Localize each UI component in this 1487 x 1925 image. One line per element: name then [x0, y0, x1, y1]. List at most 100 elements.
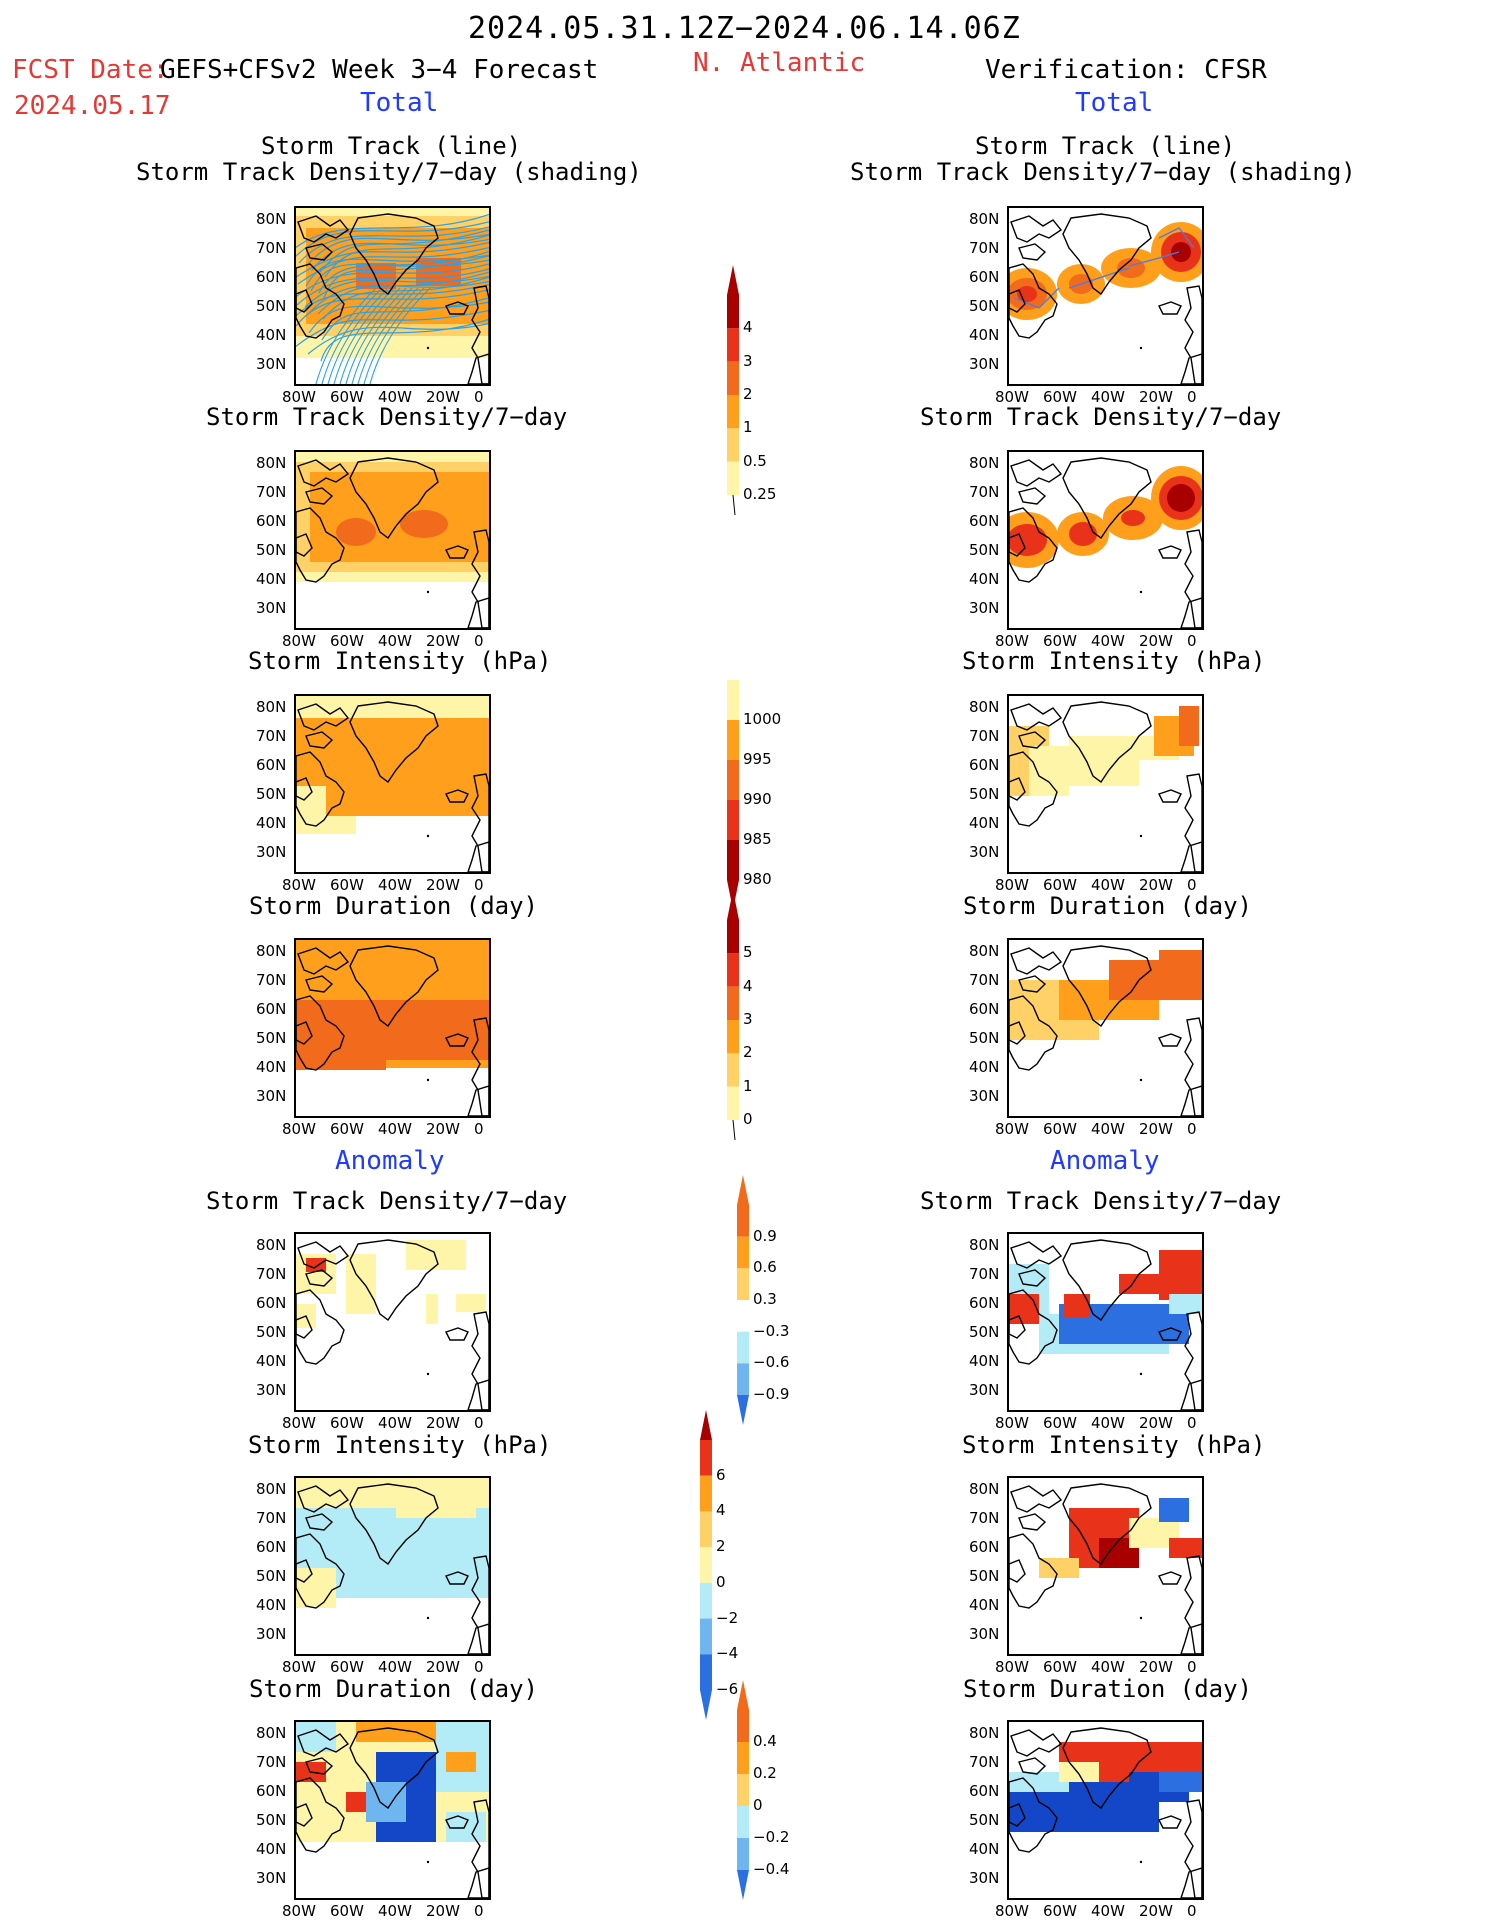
colorbar-label: 995 [743, 750, 772, 768]
coastline [445, 1571, 469, 1585]
coastline [471, 1311, 489, 1410]
lat-tick-label: 80N [969, 210, 1000, 228]
lat-tick-label: 50N [256, 1029, 287, 1047]
colorbar-label: 0.25 [743, 485, 777, 503]
coastline [1158, 1327, 1182, 1341]
storm-track-line [296, 268, 489, 306]
colorbar-top-triangle [727, 265, 739, 295]
lat-tick-label: 80N [256, 698, 287, 716]
coastline [349, 1239, 439, 1322]
colorbar-density-anom [737, 1175, 749, 1425]
lat-tick-label: 70N [256, 1265, 287, 1283]
coastline [1180, 353, 1202, 384]
coastline [296, 533, 313, 557]
colorbar-segment [700, 1475, 712, 1512]
lat-tick-label: 60N [256, 756, 287, 774]
coastline [296, 751, 345, 827]
panel-title-intensity-right: Storm Intensity (hPa) [962, 647, 1266, 675]
panel-title-intensity-anom-right: Storm Intensity (hPa) [962, 1431, 1266, 1459]
lon-tick-label: 60W [1043, 1658, 1077, 1676]
lat-tick-label: 50N [969, 785, 1000, 803]
shading-region [1159, 950, 1202, 980]
colorbar-label: 3 [743, 351, 753, 370]
lon-tick-label: 60W [330, 876, 364, 894]
panel-title-duration-anom-left: Storm Duration (day) [249, 1675, 538, 1703]
coastline [296, 1021, 313, 1045]
shading-region [296, 816, 356, 834]
storm-track-line [296, 241, 489, 278]
lon-tick-label: 20W [1139, 1414, 1173, 1432]
lon-tick-label: 60W [1043, 632, 1077, 650]
coastline [349, 945, 439, 1028]
coastline [467, 1623, 489, 1654]
lon-tick-label: 40W [1091, 1414, 1125, 1432]
panel-title-density-right: Storm Track Density/7−day [920, 403, 1282, 431]
colorbar-segment [727, 840, 739, 880]
lat-tick-label: 60N [256, 512, 287, 530]
lon-tick-label: 0 [474, 632, 484, 650]
shading-region [306, 1258, 326, 1272]
shading-region [1029, 746, 1069, 796]
colorbar-label: 985 [743, 830, 772, 848]
colorbar-label: 4 [743, 318, 753, 337]
colorbar-label: 0 [716, 1572, 726, 1591]
island-dot [1139, 834, 1143, 838]
coastline [1009, 1289, 1058, 1365]
storm-track-line [298, 226, 489, 264]
lon-tick-label: 40W [378, 1414, 412, 1432]
storm-track-line [323, 255, 489, 299]
shading-region [1159, 1772, 1202, 1792]
island-dot [426, 1860, 430, 1864]
coastline [296, 995, 345, 1071]
storm-track-line [315, 287, 377, 384]
region-label: N. Atlantic [693, 48, 866, 78]
colorbar-segment [727, 800, 739, 840]
lon-tick-label: 20W [1139, 388, 1173, 406]
colorbar-segment [737, 1331, 749, 1364]
coastline [467, 1867, 489, 1898]
colorbar-segment [737, 1774, 749, 1806]
coastline [349, 1483, 439, 1566]
coastline [297, 1241, 350, 1287]
colorbar-label: 2 [743, 385, 753, 403]
colorbar-label: 1000 [743, 710, 782, 728]
storm-track-line [1128, 251, 1180, 267]
lat-tick-label: 70N [969, 727, 1000, 745]
colorbar-top-triangle [727, 890, 739, 920]
colorbar-label: 4 [743, 976, 753, 995]
lon-tick-label: 60W [1043, 1120, 1077, 1138]
lat-tick-label: 60N [969, 268, 1000, 286]
coastline [1010, 1485, 1063, 1531]
fcst-date-value: 2024.05.17 [14, 91, 171, 121]
colorbar-segment [727, 395, 739, 429]
colorbar-segment [700, 1511, 712, 1548]
colorbar-label: 2 [716, 1537, 726, 1556]
lat-tick-label: 40N [969, 814, 1000, 832]
shading-region [296, 1568, 336, 1608]
fcst-product: GEFS+CFSv2 Week 3−4 Forecast [160, 55, 599, 85]
lat-tick-label: 70N [256, 1509, 287, 1527]
lon-tick-label: 0 [474, 876, 484, 894]
colorbar-intensity-total [727, 680, 739, 910]
lat-tick-label: 30N [256, 1087, 287, 1105]
lon-tick-label: 60W [330, 632, 364, 650]
colorbar-segment [737, 1806, 749, 1838]
lon-tick-label: 0 [1187, 1902, 1197, 1920]
lon-tick-label: 0 [474, 1120, 484, 1138]
shading-region [1009, 1772, 1069, 1792]
shading-region [1121, 510, 1145, 526]
shading-region [346, 1254, 376, 1314]
lon-tick-label: 80W [282, 1120, 316, 1138]
lon-tick-label: 40W [378, 1658, 412, 1676]
lon-tick-label: 20W [1139, 1120, 1173, 1138]
panel-title-track-shading-left: Storm Track Density/7−day (shading) [136, 158, 642, 186]
colorbar-segment [727, 986, 739, 1020]
colorbar-segment [700, 1654, 712, 1690]
coastline [1009, 289, 1026, 313]
coastline [1184, 1799, 1202, 1898]
lon-tick-label: 80W [995, 388, 1029, 406]
coastline [1009, 995, 1058, 1071]
colorbar-segment [727, 720, 739, 760]
colorbar-segment [727, 680, 739, 720]
lon-tick-label: 40W [378, 632, 412, 650]
